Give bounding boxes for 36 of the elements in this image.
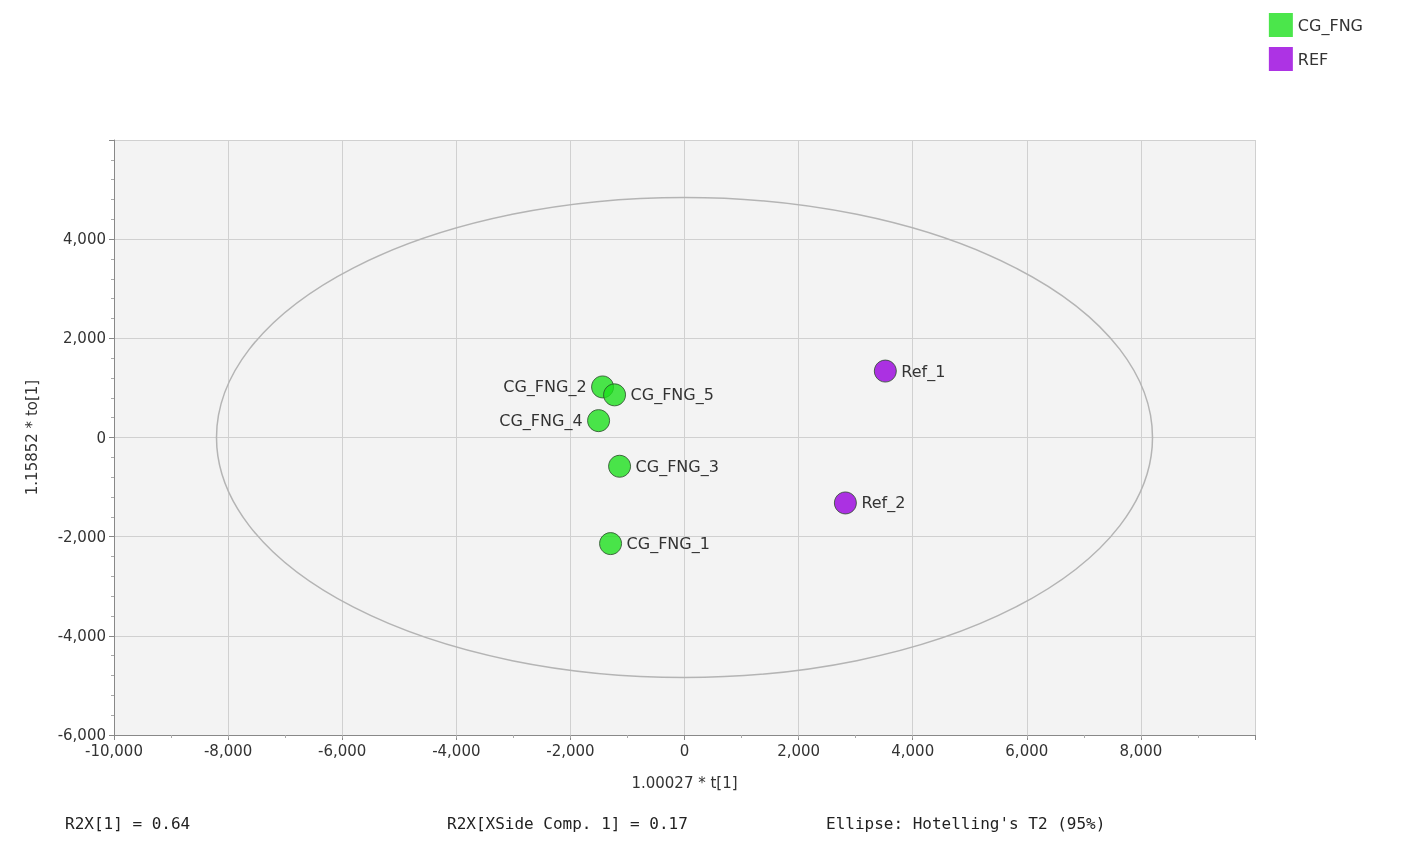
x-tick-label: 8,000 xyxy=(1119,741,1163,760)
x-tick-label: 4,000 xyxy=(891,741,935,760)
annotation: CG_FNG_3 xyxy=(635,456,719,477)
annotation: Ref_1 xyxy=(901,361,946,382)
x-tick-label: -8,000 xyxy=(203,741,253,760)
y-axis-title: 1.15852 * to[1] xyxy=(22,379,41,496)
y-tick-label: -2,000 xyxy=(57,527,106,546)
point xyxy=(599,532,623,556)
annotation: CG_FNG_1 xyxy=(626,534,710,555)
point xyxy=(603,383,627,407)
y-tick-label: 4,000 xyxy=(63,230,106,249)
text: Ellipse: Hotelling's T2 (95%) xyxy=(826,813,1106,833)
x-tick-label: 6,000 xyxy=(1005,741,1049,760)
point xyxy=(833,491,857,515)
annotation: CG_FNG_2 xyxy=(503,377,587,398)
y-tick-label: -6,000 xyxy=(57,726,106,744)
point xyxy=(873,359,897,383)
annotation: CG_FNG_5 xyxy=(630,385,714,406)
legend-label: CG_FNG xyxy=(1297,15,1363,36)
y-tick-label: 2,000 xyxy=(63,329,106,348)
x-tick-label: -4,000 xyxy=(432,741,481,760)
x-tick-label: -10,000 xyxy=(85,741,143,760)
x-axis-title: 1.00027 * t[1] xyxy=(631,773,738,792)
x-tick-label: -2,000 xyxy=(546,741,595,760)
y-tick-label: -4,000 xyxy=(57,626,106,645)
y-tick-label: 0 xyxy=(96,428,106,447)
x-tick-label: 2,000 xyxy=(777,741,821,760)
annotation: CG_FNG_4 xyxy=(499,411,583,432)
x-tick-label: 0 xyxy=(679,741,690,760)
annotation: Ref_2 xyxy=(861,493,906,514)
x-tick-label: -6,000 xyxy=(318,741,367,760)
text: R2X[XSide Comp. 1] = 0.17 xyxy=(447,813,688,833)
point xyxy=(608,454,632,478)
text: R2X[1] = 0.64 xyxy=(65,813,191,833)
point xyxy=(587,409,611,433)
legend-label: REF xyxy=(1297,49,1329,69)
